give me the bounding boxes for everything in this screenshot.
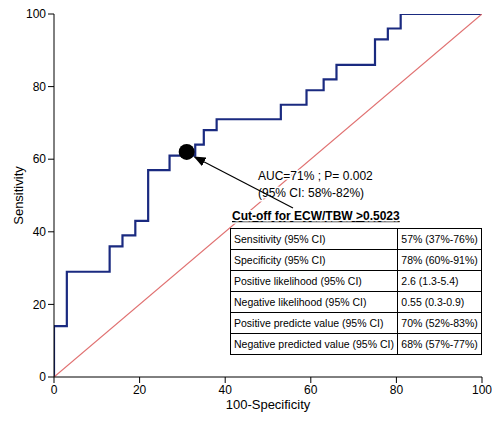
svg-text:(95% CI: 58%-82%): (95% CI: 58%-82%) (258, 186, 364, 200)
html-text:68% (57%-77%): 68% (57%-77%) (401, 338, 478, 350)
svg-text:80: 80 (33, 80, 47, 94)
svg-text:Sensitivity: Sensitivity (11, 166, 26, 225)
html-text:70% (52%-83%): 70% (52%-83%) (401, 317, 478, 329)
html-text:Negative predicted value (95%: Negative predicted value (95% CI) (234, 338, 394, 350)
html-text:57% (37%-76%): 57% (37%-76%) (401, 233, 478, 245)
svg-text:20: 20 (33, 298, 47, 312)
svg-text:0: 0 (51, 383, 58, 397)
html-text:Negative likelihood (95% CI): Negative likelihood (95% CI) (234, 296, 367, 308)
html-text:2.6 (1.3-5.4): 2.6 (1.3-5.4) (401, 275, 459, 287)
svg-text:Cut-off for ECW/TBW >0.5023: Cut-off for ECW/TBW >0.5023 (232, 209, 400, 223)
svg-text:100-Specificity: 100-Specificity (226, 397, 311, 412)
html-text:Specificity (95% CI): Specificity (95% CI) (234, 254, 326, 266)
svg-text:40: 40 (33, 225, 47, 239)
svg-text:80: 80 (390, 383, 404, 397)
svg-text:60: 60 (304, 383, 318, 397)
html-text:78% (60%-91%): 78% (60%-91%) (401, 254, 478, 266)
html-text:0.55 (0.3-0.9): 0.55 (0.3-0.9) (401, 296, 465, 308)
html-text:Sensitivity (95% CI): Sensitivity (95% CI) (234, 233, 326, 245)
svg-text:100: 100 (472, 383, 492, 397)
svg-text:100: 100 (26, 8, 46, 21)
svg-text:60: 60 (33, 152, 47, 166)
html-text:Positive likelihood (95% CI): Positive likelihood (95% CI) (234, 275, 362, 287)
svg-text:40: 40 (219, 383, 233, 397)
svg-text:AUC=71% ; P= 0.002: AUC=71% ; P= 0.002 (258, 169, 373, 183)
html-text:Positive predicte value (95% C: Positive predicte value (95% CI) (234, 317, 384, 329)
svg-text:20: 20 (133, 383, 147, 397)
svg-text:0: 0 (39, 370, 46, 384)
